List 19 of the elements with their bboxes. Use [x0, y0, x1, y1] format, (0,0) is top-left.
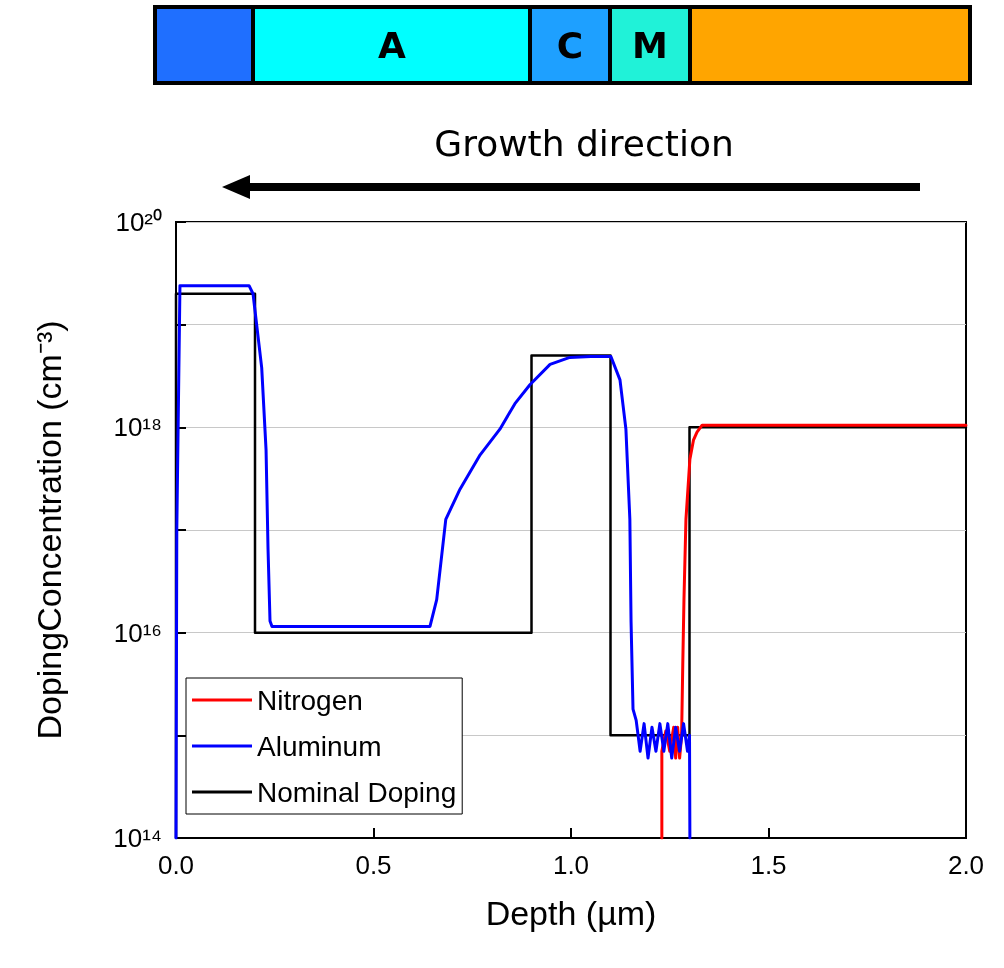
x-tick-label: 0.0 [157, 850, 195, 880]
text: A [378, 24, 406, 66]
y-tick-label: 10¹⁴ [113, 823, 162, 853]
text: M [632, 24, 668, 66]
y-tick-label: 10¹⁸ [113, 412, 162, 443]
legend-label: Aluminum [257, 730, 382, 762]
legend-label: Nominal Doping [257, 776, 457, 808]
x-tick-label: 1.5 [750, 850, 787, 880]
y-axis-title: DopingConcentration (cm⁻³) [30, 320, 68, 740]
text: C [556, 24, 584, 66]
text: Growth direction [434, 122, 734, 164]
line-series [174, 284, 692, 840]
x-tick-label: 0.5 [355, 850, 392, 880]
x-axis-title: Depth (µm) [485, 894, 657, 932]
x-tick-label: 1.0 [552, 850, 590, 880]
legend-label: Nitrogen [257, 684, 363, 716]
y-tick-label: 10¹⁶ [113, 617, 162, 648]
x-tick-label: 2.0 [947, 850, 985, 880]
y-tick-label: 10²⁰ [115, 207, 162, 237]
